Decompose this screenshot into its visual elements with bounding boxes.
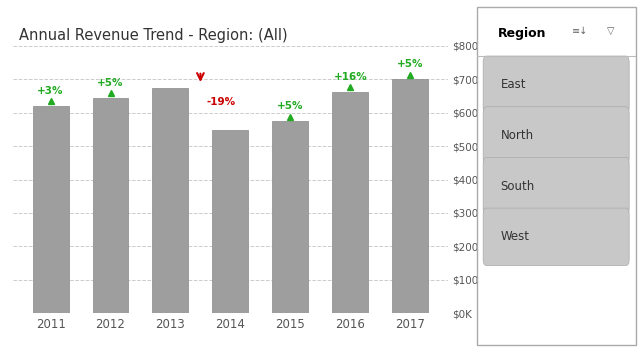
Bar — [332, 92, 368, 313]
FancyBboxPatch shape — [483, 157, 629, 215]
Text: North: North — [500, 129, 534, 142]
FancyBboxPatch shape — [483, 107, 629, 164]
Bar — [93, 98, 129, 313]
Text: +5%: +5% — [277, 101, 303, 111]
Text: West: West — [500, 230, 530, 243]
Bar — [152, 88, 188, 313]
Text: East: East — [500, 78, 526, 91]
Bar — [212, 130, 248, 313]
FancyBboxPatch shape — [483, 56, 629, 113]
Text: +5%: +5% — [97, 77, 124, 88]
Bar — [392, 79, 428, 313]
Bar — [33, 106, 68, 313]
Text: +3%: +3% — [37, 86, 64, 96]
Bar — [273, 121, 308, 313]
Text: Region: Region — [497, 27, 546, 40]
FancyBboxPatch shape — [477, 7, 636, 345]
Text: +16%: +16% — [333, 72, 367, 82]
Text: ≡↓: ≡↓ — [572, 26, 588, 36]
Text: -19%: -19% — [207, 97, 236, 107]
FancyBboxPatch shape — [483, 208, 629, 265]
Text: ▽: ▽ — [607, 26, 614, 36]
Text: +5%: +5% — [397, 59, 424, 69]
Text: Annual Revenue Trend - Region: (All): Annual Revenue Trend - Region: (All) — [19, 28, 288, 43]
Text: South: South — [500, 180, 535, 193]
